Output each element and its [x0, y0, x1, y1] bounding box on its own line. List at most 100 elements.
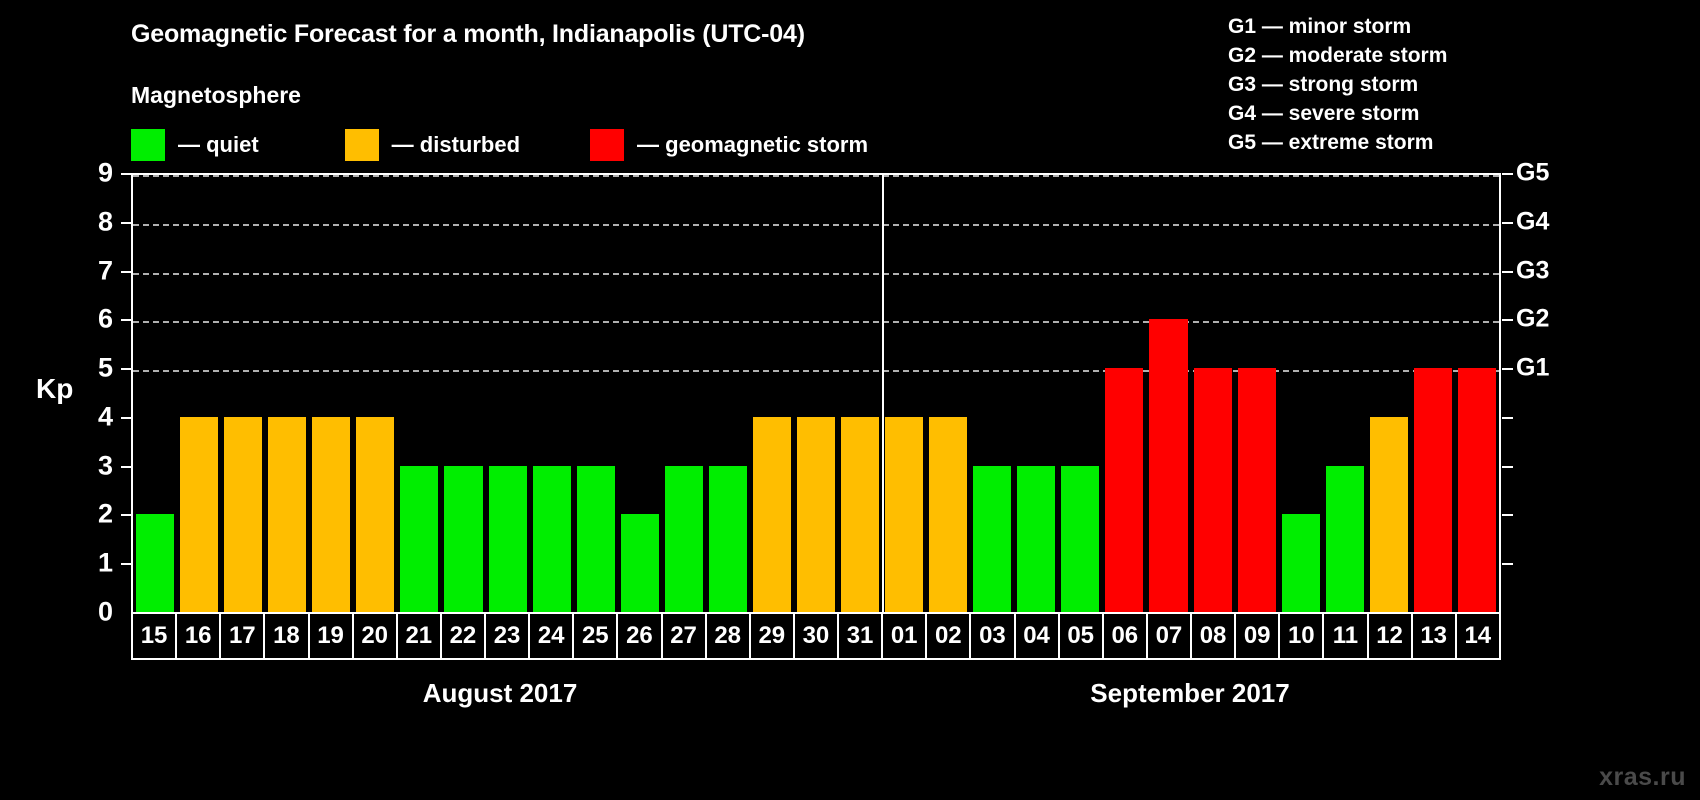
legend-label-quiet: — quiet [178, 132, 259, 157]
date-cell-05[interactable]: 05 [1060, 614, 1104, 658]
bar-28[interactable] [708, 465, 747, 612]
bar-21[interactable] [400, 465, 439, 612]
bar-20[interactable] [356, 416, 395, 612]
legend-item-storm: — geomagnetic storm [590, 129, 868, 161]
bar-22[interactable] [444, 465, 483, 612]
date-cell-22[interactable]: 22 [442, 614, 486, 658]
bar-19[interactable] [312, 416, 351, 612]
date-cell-18[interactable]: 18 [265, 614, 310, 658]
y-tick-mark-3 [121, 465, 132, 468]
g-tick-label-g4: G4 [1516, 207, 1550, 236]
bar-31[interactable] [841, 416, 880, 612]
bar-10[interactable] [1281, 514, 1320, 612]
bar-14[interactable] [1457, 368, 1496, 612]
bar-cell [706, 175, 750, 612]
date-cell-01[interactable]: 01 [883, 614, 928, 658]
gscale-line-g4: G4 — severe storm [1228, 102, 1420, 125]
bar-cell [838, 175, 882, 612]
bar-04[interactable] [1017, 465, 1056, 612]
date-cell-15[interactable]: 15 [133, 614, 178, 658]
bar-23[interactable] [488, 465, 527, 612]
bar-cell [1367, 175, 1411, 612]
bar-09[interactable] [1237, 368, 1276, 612]
bar-26[interactable] [620, 514, 659, 612]
date-cell-31[interactable]: 31 [839, 614, 884, 658]
legend-swatch-quiet-icon [131, 129, 165, 161]
bar-05[interactable] [1061, 465, 1100, 612]
page-title: Geomagnetic Forecast for a month, Indian… [131, 20, 805, 48]
y-tick-mark-1 [121, 563, 132, 566]
bar-30[interactable] [796, 416, 835, 612]
y-tick-label-6: 6 [97, 303, 113, 334]
magnetosphere-legend: — quiet — disturbed — geomagnetic storm [131, 128, 868, 162]
bar-27[interactable] [664, 465, 703, 612]
bar-06[interactable] [1105, 368, 1144, 612]
date-cell-24[interactable]: 24 [530, 614, 575, 658]
date-cell-10[interactable]: 10 [1280, 614, 1325, 658]
date-cell-25[interactable]: 25 [574, 614, 619, 658]
bar-cell [926, 175, 970, 612]
y-axis-labels: 0 1 2 3 4 5 6 7 8 9 [71, 159, 113, 625]
date-cell-29[interactable]: 29 [751, 614, 795, 658]
bar-13[interactable] [1413, 368, 1452, 612]
magnetosphere-label: Magnetosphere [131, 82, 301, 108]
bar-cell [397, 175, 441, 612]
legend-swatch-disturbed-icon [344, 129, 379, 161]
date-cell-08[interactable]: 08 [1192, 614, 1237, 658]
legend-swatch-storm-icon [590, 129, 625, 161]
bar-cell [970, 175, 1014, 612]
right-tick-mark-kp-4 [1502, 416, 1513, 419]
date-cell-26[interactable]: 26 [618, 614, 663, 658]
date-cell-28[interactable]: 28 [707, 614, 751, 658]
date-cell-30[interactable]: 30 [795, 614, 839, 658]
bar-cell [486, 175, 530, 612]
bar-cell [662, 175, 706, 612]
date-cell-04[interactable]: 04 [1016, 614, 1060, 658]
bar-11[interactable] [1325, 465, 1364, 612]
date-cell-21[interactable]: 21 [398, 614, 442, 658]
date-cell-23[interactable]: 23 [486, 614, 531, 658]
bar-series [133, 175, 1499, 612]
date-cell-19[interactable]: 19 [310, 614, 354, 658]
bar-17[interactable] [224, 416, 263, 612]
bar-cell [265, 175, 309, 612]
bar-18[interactable] [268, 416, 307, 612]
y-tick-label-3: 3 [97, 450, 113, 481]
month-caption-right: September 2017 [1090, 678, 1290, 708]
bar-08[interactable] [1193, 368, 1232, 612]
bar-15[interactable] [136, 514, 175, 612]
legend-item-quiet: — quiet [131, 129, 259, 161]
bar-cell [309, 175, 353, 612]
bar-16[interactable] [180, 416, 219, 612]
date-cell-06[interactable]: 06 [1104, 614, 1148, 658]
bar-24[interactable] [532, 465, 571, 612]
y-tick-mark-4 [121, 416, 132, 419]
date-cell-09[interactable]: 09 [1236, 614, 1281, 658]
date-cell-12[interactable]: 12 [1369, 614, 1413, 658]
gscale-line-g3: G3 — strong storm [1228, 73, 1419, 96]
month-caption-left: August 2017 [422, 678, 578, 708]
date-cell-07[interactable]: 07 [1148, 614, 1192, 658]
bar-02[interactable] [929, 416, 968, 612]
date-cell-17[interactable]: 17 [221, 614, 266, 658]
date-cell-20[interactable]: 20 [354, 614, 398, 658]
bar-07[interactable] [1149, 319, 1188, 612]
date-cell-03[interactable]: 03 [971, 614, 1016, 658]
date-cell-13[interactable]: 13 [1413, 614, 1457, 658]
date-cell-11[interactable]: 11 [1324, 614, 1369, 658]
bar-cell [1455, 175, 1499, 612]
date-cell-02[interactable]: 02 [927, 614, 972, 658]
date-cell-14[interactable]: 14 [1464, 622, 1492, 649]
date-cell-16[interactable]: 16 [177, 614, 222, 658]
bar-01[interactable] [885, 416, 924, 612]
gridline-kp-8 [133, 223, 1499, 226]
plot-inner [133, 175, 1499, 612]
bar-29[interactable] [752, 416, 791, 612]
bar-12[interactable] [1369, 416, 1408, 612]
bar-03[interactable] [973, 465, 1012, 612]
g-axis-labels: G1 G2 G3 G4 G5 [1516, 160, 1576, 612]
gridline-kp-9 [133, 175, 1499, 177]
bar-25[interactable] [576, 465, 615, 612]
bar-cell [177, 175, 221, 612]
date-cell-27[interactable]: 27 [663, 614, 707, 658]
